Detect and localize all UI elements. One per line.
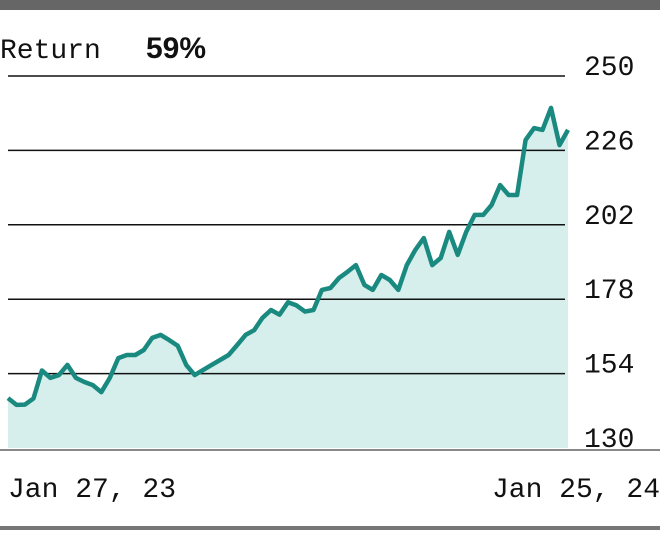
y-tick-label: 226 bbox=[584, 127, 634, 158]
area-fill bbox=[8, 107, 568, 449]
x-tick-label: Jan 25, 24 bbox=[492, 475, 660, 506]
x-tick-label: Jan 27, 23 bbox=[8, 475, 176, 506]
line bbox=[6, 105, 570, 408]
plot: 130 154 178 202 226 250 Jan 27, 23 Jan 25, 24 bbox=[0, 53, 660, 506]
y-tick-label: 202 bbox=[584, 202, 634, 233]
chart-title: Return bbox=[0, 36, 101, 67]
top-bar bbox=[0, 0, 660, 10]
y-tick-label: 154 bbox=[584, 351, 634, 382]
y-tick-label: 250 bbox=[584, 53, 634, 84]
return-value: 59% bbox=[146, 32, 206, 65]
y-tick-label: 130 bbox=[584, 425, 634, 456]
y-tick-label: 178 bbox=[584, 276, 634, 307]
